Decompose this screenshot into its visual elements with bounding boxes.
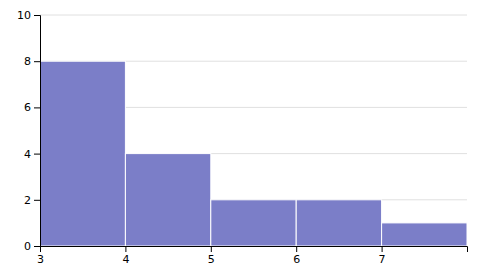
bar [40,61,125,246]
x-tick: 3 [37,246,44,266]
y-tick: 0 [24,240,40,253]
x-tick-mark [296,246,297,252]
x-tick: 5 [208,246,215,266]
x-tick-label: 3 [37,253,44,266]
x-axis: 3 4 5 6 7 [37,246,468,266]
x-tick-label: 4 [122,253,129,266]
plot: 3 4 5 6 7 0 2 4 6 8 10 [17,9,468,266]
bar [211,200,296,246]
y-tick: 10 [17,9,40,22]
y-tick-mark [34,107,40,108]
y-tick-label: 0 [24,240,31,253]
y-tick-mark [34,61,40,62]
bar [125,154,210,246]
x-tick-mark [125,246,126,252]
bars [40,61,467,246]
x-tick-label: 6 [293,253,300,266]
x-tick: 7 [379,246,386,266]
y-tick-label: 10 [17,9,31,22]
x-tick: 4 [122,246,129,266]
x-tick-label: 7 [379,253,386,266]
y-tick: 2 [24,194,40,207]
y-tick: 8 [24,55,40,68]
y-tick-label: 2 [24,194,31,207]
x-tick-label: 5 [208,253,215,266]
y-axis-line [34,16,41,247]
y-tick-mark [34,15,40,16]
y-tick: 6 [24,101,40,114]
x-tick-mark [211,246,212,252]
grid [40,15,467,246]
x-tick-mark [382,246,383,252]
y-tick-mark [34,154,40,155]
grid-line [40,15,467,16]
bar [382,223,467,246]
y-tick-label: 6 [24,101,31,114]
x-axis-line [41,247,468,253]
y-tick-label: 4 [24,148,31,161]
x-tick: 6 [293,246,300,266]
y-tick-label: 8 [24,55,31,68]
y-tick-mark [34,200,40,201]
y-tick-mark [34,246,40,247]
y-tick: 4 [24,148,40,161]
chart: 3 4 5 6 7 0 2 4 6 8 10 [0,0,487,276]
bar [296,200,381,246]
y-axis: 0 2 4 6 8 10 [17,9,41,253]
